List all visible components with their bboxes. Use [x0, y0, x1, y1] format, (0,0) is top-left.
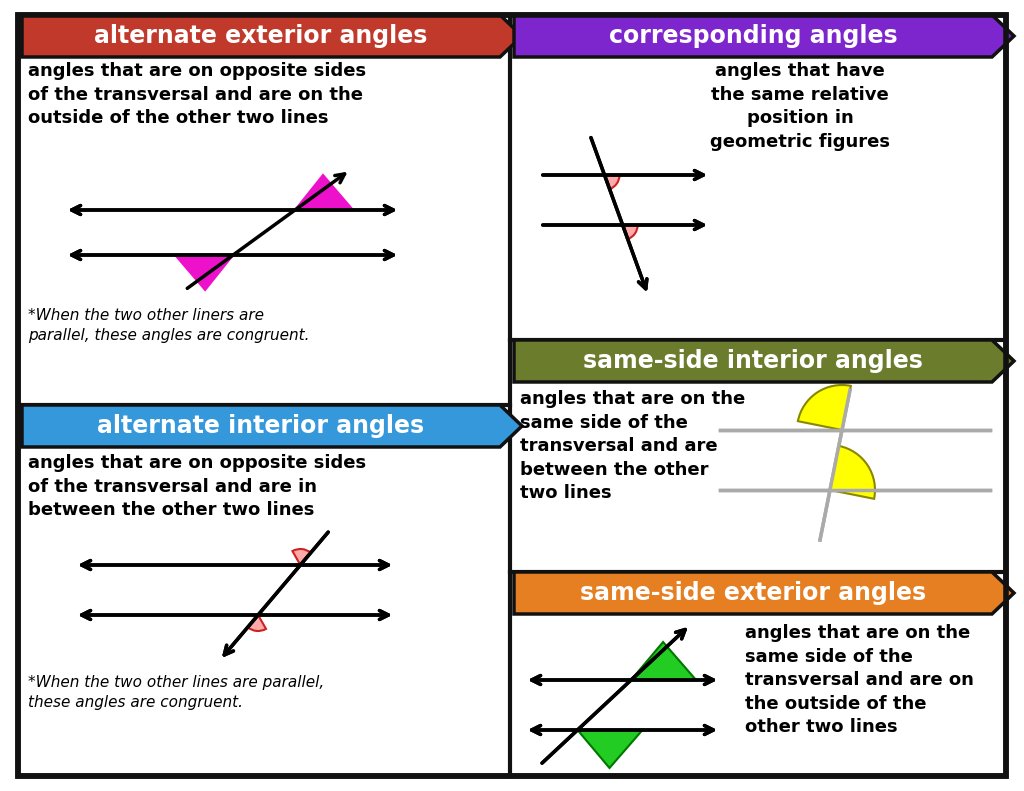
- Polygon shape: [295, 175, 353, 210]
- Text: angles that are on opposite sides
of the transversal and are in
between the othe: angles that are on opposite sides of the…: [28, 454, 367, 519]
- Wedge shape: [248, 615, 266, 631]
- Text: same-side interior angles: same-side interior angles: [583, 349, 923, 373]
- Polygon shape: [22, 15, 522, 57]
- Text: angles that have
the same relative
position in
geometric figures: angles that have the same relative posit…: [710, 62, 890, 151]
- Polygon shape: [578, 730, 642, 768]
- Text: alternate interior angles: alternate interior angles: [97, 414, 425, 438]
- Polygon shape: [514, 340, 1014, 382]
- Text: angles that are on the
same side of the
transversal and are on
the outside of th: angles that are on the same side of the …: [745, 624, 974, 736]
- Polygon shape: [631, 642, 696, 680]
- Polygon shape: [22, 405, 522, 447]
- Text: *When the two other liners are
parallel, these angles are congruent.: *When the two other liners are parallel,…: [28, 308, 309, 343]
- Wedge shape: [293, 549, 310, 565]
- Text: same-side exterior angles: same-side exterior angles: [580, 581, 926, 605]
- Text: *When the two other lines are parallel,
these angles are congruent.: *When the two other lines are parallel, …: [28, 675, 325, 710]
- Polygon shape: [514, 572, 1014, 614]
- Text: corresponding angles: corresponding angles: [608, 24, 897, 48]
- Text: angles that are on the
same side of the
transversal and are
between the other
tw: angles that are on the same side of the …: [520, 390, 745, 502]
- Wedge shape: [604, 175, 620, 189]
- Text: angles that are on opposite sides
of the transversal and are on the
outside of t: angles that are on opposite sides of the…: [28, 62, 367, 127]
- Wedge shape: [830, 446, 874, 499]
- Polygon shape: [175, 255, 233, 290]
- Text: alternate exterior angles: alternate exterior angles: [94, 24, 428, 48]
- Wedge shape: [623, 225, 638, 239]
- Polygon shape: [514, 15, 1014, 57]
- FancyBboxPatch shape: [18, 15, 1006, 776]
- Wedge shape: [798, 385, 851, 430]
